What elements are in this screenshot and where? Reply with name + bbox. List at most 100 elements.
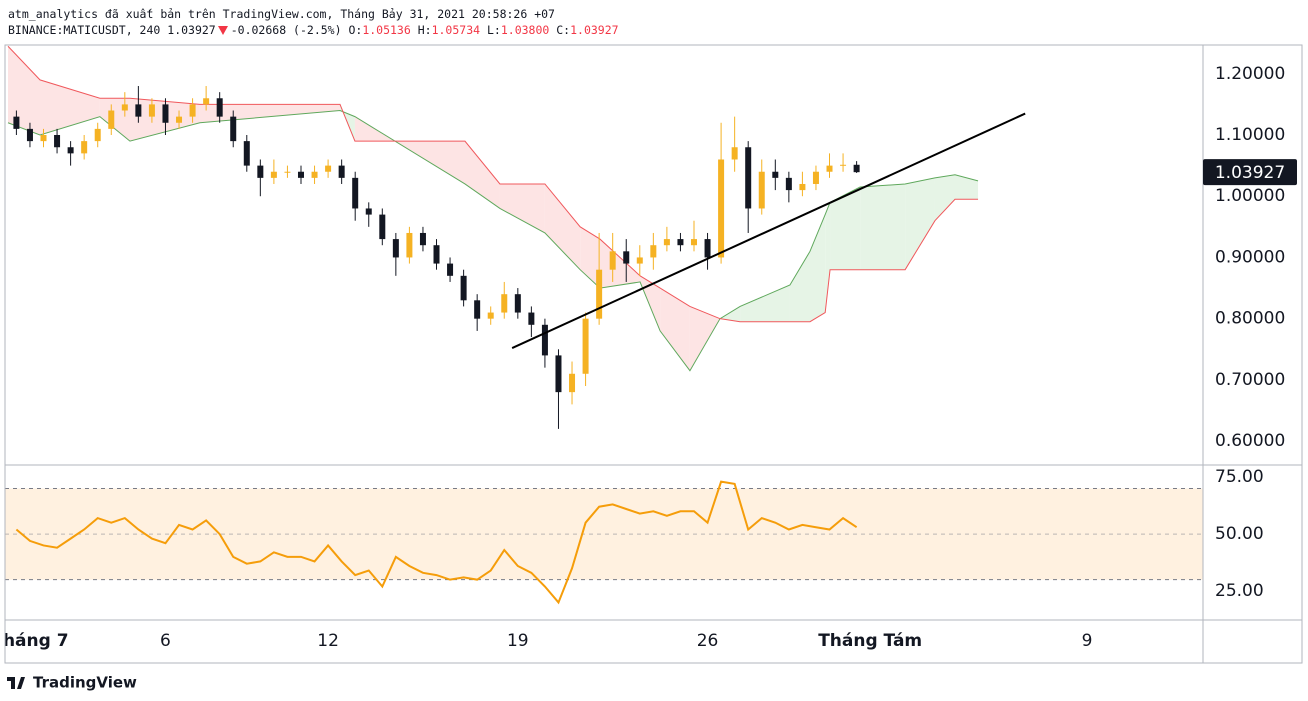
candle-body: [81, 141, 88, 154]
candle-body: [203, 98, 210, 105]
candle-body: [284, 171, 291, 173]
cloud-fill: [464, 141, 500, 209]
candle-body: [121, 104, 128, 111]
header: atm_analytics đã xuất bản trên TradingVi…: [8, 6, 619, 38]
y-tick-label: 75.00: [1215, 467, 1264, 487]
last-price-label: 1.03927: [1215, 163, 1285, 183]
cloud-fill: [809, 214, 826, 322]
cloud-fill: [825, 202, 831, 313]
cloud-fill: [905, 177, 935, 270]
candle-body: [26, 128, 33, 142]
o-label: O:: [348, 23, 363, 37]
h: 1.05734: [431, 23, 481, 37]
y-tick-label: 1.00000: [1215, 186, 1285, 206]
header-line1: atm_analytics đã xuất bản trên TradingVi…: [8, 7, 555, 21]
candle-body: [772, 171, 779, 178]
candle-body: [338, 165, 345, 178]
cloud-fill: [934, 174, 956, 221]
candle-body: [840, 164, 847, 166]
y-tick-label: 0.90000: [1215, 247, 1285, 267]
candle-body: [501, 294, 508, 313]
x-tick-label: 26: [697, 631, 719, 651]
cloud-fill: [499, 183, 545, 233]
cloud-fill: [640, 275, 661, 331]
candle-body: [663, 239, 670, 246]
h-label: H:: [417, 23, 432, 37]
last: 1.03927: [167, 23, 216, 37]
candle-body: [650, 245, 657, 258]
x-tick-label: 19: [507, 631, 529, 651]
rsi-band: [5, 488, 1203, 580]
candle-body: [13, 116, 20, 129]
cloud-fill: [39, 79, 100, 135]
candle-body: [352, 177, 359, 209]
candle-body: [54, 135, 61, 148]
y-tick-label: 50.00: [1215, 524, 1264, 544]
candle-body: [379, 214, 386, 240]
change: -0.02668 (-2.5%): [230, 23, 342, 37]
cloud-fill: [544, 183, 581, 270]
candle-body: [325, 165, 332, 172]
candle-body: [40, 135, 47, 142]
cloud-fill: [580, 226, 600, 289]
candle-body: [745, 147, 752, 209]
logo-mark: [7, 677, 25, 689]
cloud-fill: [689, 306, 721, 371]
candle-body: [176, 116, 183, 123]
candle-body: [704, 239, 711, 258]
cloud-fill: [740, 285, 790, 322]
candle-body: [148, 104, 155, 117]
candle-body: [94, 128, 101, 142]
candle-body: [677, 239, 684, 246]
candle-body: [826, 165, 833, 172]
candle-body: [419, 232, 426, 246]
cloud-fill: [860, 183, 906, 270]
candle-body: [135, 104, 142, 117]
rsi-line: [15, 480, 858, 605]
candle-body: [365, 208, 372, 215]
candle-body: [853, 164, 860, 173]
candle-body: [297, 171, 304, 178]
candle-body: [582, 318, 589, 374]
l: 1.03800: [500, 23, 550, 37]
last-price-box: [1203, 159, 1297, 186]
candle-body: [528, 312, 535, 325]
candle-body: [731, 147, 738, 160]
brand: TradingView: [33, 674, 137, 692]
cloud-fill: [955, 174, 979, 200]
c: 1.03927: [570, 23, 619, 37]
candle-body: [230, 116, 237, 142]
x-tick-label: 12: [317, 631, 339, 651]
c-label: C:: [556, 23, 571, 37]
cloud-fill: [720, 306, 741, 322]
y-tick-label: 25.00: [1215, 581, 1264, 601]
cloud-fill: [8, 46, 40, 136]
symbol: BINANCE:MATICUSDT, 240: [8, 23, 161, 37]
candle-body: [474, 300, 481, 319]
candle-body: [596, 269, 603, 319]
candle-body: [270, 171, 277, 178]
candle-body: [460, 275, 467, 301]
y-tick-label: 0.70000: [1215, 370, 1285, 390]
o: 1.05136: [362, 23, 411, 37]
y-tick-label: 1.10000: [1215, 125, 1285, 145]
candle-body: [799, 183, 806, 191]
cloud-fill: [660, 288, 690, 371]
l-label: L:: [486, 23, 501, 37]
price-pane: [7, 45, 1026, 429]
candle-body: [514, 294, 521, 313]
candle-body: [555, 355, 562, 393]
candle-body: [257, 165, 264, 178]
candle-body: [189, 104, 196, 117]
candle-body: [718, 159, 725, 258]
candle-body: [243, 141, 250, 166]
candle-body: [433, 245, 440, 264]
y-tick-label: 0.80000: [1215, 309, 1285, 329]
candle-body: [311, 171, 318, 178]
candle-body: [623, 251, 630, 264]
y-tick-label: 0.60000: [1215, 431, 1285, 451]
y-tick-label: 1.20000: [1215, 64, 1285, 84]
candle-body: [758, 171, 765, 209]
